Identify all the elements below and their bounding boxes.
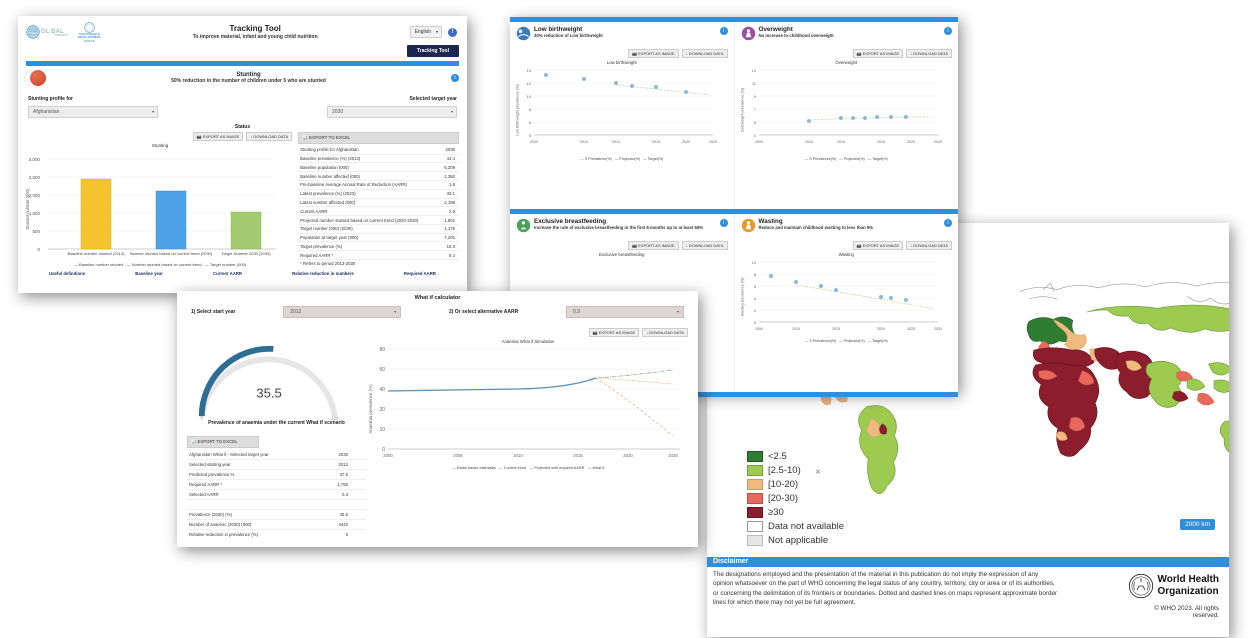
svg-text:Wasting prevalence (%): Wasting prevalence (%)	[741, 277, 745, 316]
svg-text:Stunted number (000): Stunted number (000)	[26, 188, 30, 229]
svg-text:2025: 2025	[907, 327, 915, 331]
svg-text:10: 10	[527, 94, 532, 99]
svg-text:2000: 2000	[530, 140, 538, 144]
svg-text:Anaemia prevalence (%): Anaemia prevalence (%)	[368, 384, 373, 434]
svg-text:12: 12	[527, 81, 532, 86]
svg-text:Number stunted based on curren: Number stunted based on current trend (2…	[130, 251, 213, 256]
svg-text:35.5: 35.5	[256, 386, 281, 401]
svg-text:2: 2	[753, 308, 756, 313]
svg-text:2005: 2005	[453, 453, 463, 458]
svg-text:2020: 2020	[682, 140, 690, 144]
svg-text:7: 7	[753, 107, 756, 112]
svg-text:5: 5	[753, 120, 756, 125]
svg-text:6: 6	[529, 120, 532, 125]
svg-text:9: 9	[753, 94, 756, 99]
svg-text:2014: 2014	[837, 140, 845, 144]
svg-text:0: 0	[37, 247, 40, 252]
svg-text:4: 4	[753, 296, 756, 301]
svg-text:2015: 2015	[832, 327, 840, 331]
svg-text:6: 6	[753, 284, 756, 289]
svg-text:1,500: 1,500	[29, 211, 41, 216]
svg-text:2,500: 2,500	[29, 175, 41, 180]
svg-text:2010: 2010	[805, 140, 813, 144]
svg-text:40: 40	[379, 387, 385, 393]
svg-text:0: 0	[529, 133, 532, 138]
svg-text:2010: 2010	[792, 327, 800, 331]
svg-text:8: 8	[529, 107, 532, 112]
svg-text:2000: 2000	[755, 327, 763, 331]
svg-text:20: 20	[379, 407, 385, 413]
svg-text:10: 10	[379, 427, 385, 433]
svg-text:2020: 2020	[907, 140, 915, 144]
svg-text:2015: 2015	[652, 140, 660, 144]
svg-text:Target Number 2030 (2030): Target Number 2030 (2030)	[221, 251, 271, 256]
svg-text:3,000: 3,000	[29, 157, 41, 162]
svg-text:11: 11	[751, 81, 756, 86]
svg-text:2020: 2020	[623, 453, 633, 458]
svg-text:2025: 2025	[668, 453, 678, 458]
svg-text:2000: 2000	[755, 140, 763, 144]
svg-text:2025: 2025	[709, 140, 717, 144]
svg-text:2020: 2020	[877, 327, 885, 331]
svg-text:2,000: 2,000	[29, 193, 41, 198]
svg-text:0: 0	[753, 133, 756, 138]
svg-text:10: 10	[751, 260, 756, 265]
svg-text:80: 80	[379, 347, 385, 353]
svg-text:Baseline number stunted (2013): Baseline number stunted (2013)	[68, 251, 126, 256]
svg-text:0: 0	[753, 320, 756, 325]
svg-text:13: 13	[751, 68, 756, 73]
svg-text:2010: 2010	[580, 140, 588, 144]
svg-text:2014: 2014	[612, 140, 620, 144]
svg-text:60: 60	[379, 367, 385, 373]
svg-text:2000: 2000	[383, 453, 393, 458]
svg-text:2015: 2015	[877, 140, 885, 144]
svg-text:2010: 2010	[513, 453, 523, 458]
svg-text:Low birthweight prevalence (%): Low birthweight prevalence (%)	[516, 84, 520, 135]
svg-text:2015: 2015	[573, 453, 583, 458]
svg-text:Overweight prevalence (%): Overweight prevalence (%)	[741, 88, 745, 132]
svg-text:8: 8	[753, 272, 756, 277]
svg-text:2025: 2025	[934, 140, 942, 144]
svg-text:500: 500	[32, 229, 40, 234]
svg-text:2030: 2030	[934, 327, 942, 331]
svg-text:14: 14	[527, 68, 532, 73]
